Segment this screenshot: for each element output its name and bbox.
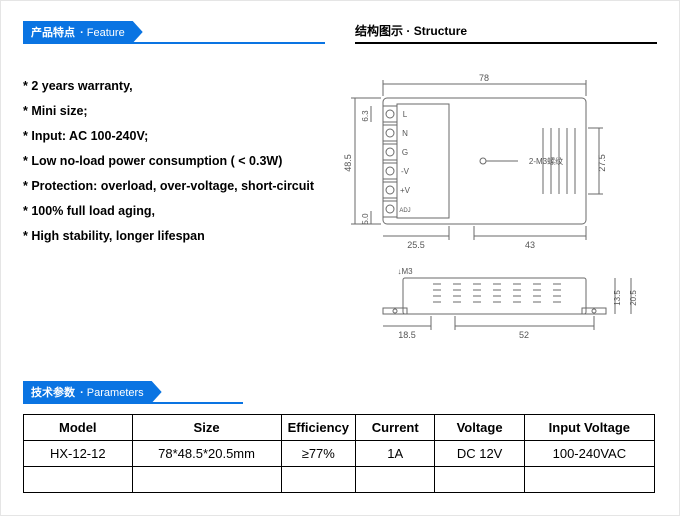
col-efficiency: Efficiency [281,415,355,441]
col-input-voltage: Input Voltage [524,415,654,441]
feature-item: Protection: overload, over-voltage, shor… [23,179,323,193]
svg-text:5.0: 5.0 [361,213,370,225]
structure-rule [355,42,657,44]
svg-text:43: 43 [525,240,535,250]
feature-item: Mini size; [23,104,323,118]
params-pill: 技术参数 · Parameters [23,381,162,403]
params-pill-cn: 技术参数 [31,387,75,399]
svg-text:20.5: 20.5 [629,290,638,306]
svg-text:13.5: 13.5 [613,290,622,306]
svg-text:25.5: 25.5 [407,240,425,250]
feature-item: High stability, longer lifespan [23,229,323,243]
table-row: HX-12-12 78*48.5*20.5mm ≥77% 1A DC 12V 1… [24,441,655,467]
params-header: 技术参数 · Parameters [23,381,243,404]
svg-text:N: N [402,129,408,138]
table-row [24,467,655,493]
structure-header: 结构图示 · Structure [355,22,657,44]
feature-header: 产品特点 · Feature [23,21,325,44]
svg-text:-V: -V [401,167,410,176]
svg-text:6.3: 6.3 [361,110,370,122]
feature-pill: 产品特点 · Feature [23,21,143,43]
svg-text:2-M3螺纹: 2-M3螺纹 [529,156,563,166]
feature-item: 100% full load aging, [23,204,323,218]
feature-item: Input: AC 100-240V; [23,129,323,143]
svg-text:27.5: 27.5 [597,154,607,172]
feature-item: 2 years warranty, [23,79,323,93]
feature-pill-en: Feature [87,27,125,39]
params-table: Model Size Efficiency Current Voltage In… [23,414,655,493]
svg-text:48.5: 48.5 [343,154,353,172]
svg-text:52: 52 [519,330,529,340]
svg-text:ADJ: ADJ [399,208,410,214]
col-size: Size [132,415,281,441]
structure-title: 结构图示 · Structure [355,24,467,38]
svg-text:↓M3: ↓M3 [397,267,413,276]
col-current: Current [355,415,435,441]
feature-pill-cn: 产品特点 [31,27,75,39]
structure-diagram: L N G -V +V ADJ 2-M3螺纹 [333,68,657,363]
params-pill-en: Parameters [87,387,144,399]
col-model: Model [24,415,133,441]
feature-item: Low no-load power consumption ( < 0.3W) [23,154,323,168]
svg-text:18.5: 18.5 [398,330,416,340]
svg-text:+V: +V [400,186,411,195]
svg-text:G: G [402,148,408,157]
svg-text:78: 78 [479,73,489,83]
col-voltage: Voltage [435,415,524,441]
svg-text:L: L [403,110,408,119]
feature-list: 2 years warranty, Mini size; Input: AC 1… [23,79,323,243]
table-header-row: Model Size Efficiency Current Voltage In… [24,415,655,441]
